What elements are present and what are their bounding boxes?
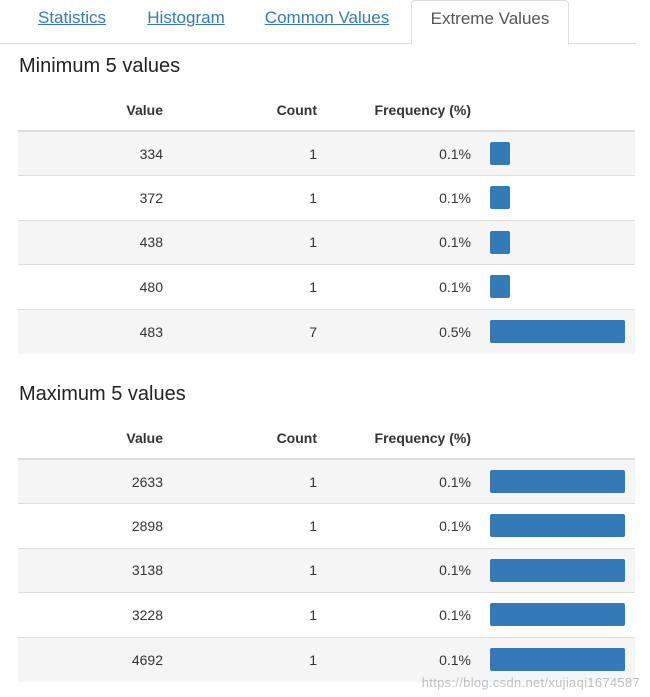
value-column-header: Value — [18, 89, 163, 132]
count-cell: 7 — [163, 308, 317, 354]
frequency-cell: 0.1% — [317, 503, 471, 548]
frequency-bar — [490, 186, 510, 210]
table-header-row: Value Count Frequency (%) — [18, 417, 635, 460]
frequency-bar — [490, 320, 625, 343]
count-cell: 1 — [163, 175, 317, 220]
frequency-bar — [490, 603, 625, 627]
value-cell: 483 — [18, 308, 163, 354]
table-header-row: Value Count Frequency (%) — [18, 89, 635, 132]
bar-cell — [471, 130, 635, 176]
count-cell: 1 — [163, 130, 317, 176]
maximum-values-table: Value Count Frequency (%) 2633 1 0.1% 28… — [18, 417, 635, 682]
count-cell: 1 — [163, 592, 317, 637]
frequency-bar — [490, 230, 510, 254]
table-row: 2633 1 0.1% — [18, 458, 635, 504]
count-cell: 1 — [163, 219, 317, 265]
table-row: 480 1 0.1% — [18, 264, 635, 309]
count-column-header: Count — [163, 89, 317, 132]
bar-column-header — [471, 89, 635, 132]
table-row: 483 7 0.5% — [18, 308, 635, 354]
tab-statistics[interactable]: Statistics — [37, 8, 107, 27]
tab-extreme-values[interactable]: Extreme Values — [411, 0, 569, 45]
value-cell: 2898 — [18, 503, 163, 548]
bar-cell — [471, 636, 635, 682]
bar-cell — [471, 308, 635, 354]
table-row: 438 1 0.1% — [18, 219, 635, 265]
frequency-cell: 0.1% — [317, 219, 471, 265]
value-cell: 334 — [18, 130, 163, 176]
frequency-cell: 0.1% — [317, 130, 471, 176]
frequency-bar — [490, 275, 510, 299]
value-cell: 2633 — [18, 458, 163, 504]
frequency-bar — [490, 648, 625, 671]
bar-cell — [471, 547, 635, 593]
frequency-cell: 0.1% — [317, 592, 471, 637]
value-column-header: Value — [18, 417, 163, 460]
tab-common-values[interactable]: Common Values — [264, 8, 390, 27]
minimum-values-table: Value Count Frequency (%) 334 1 0.1% 372… — [18, 89, 635, 354]
count-cell: 1 — [163, 503, 317, 548]
value-cell: 3228 — [18, 592, 163, 637]
frequency-cell: 0.1% — [317, 547, 471, 593]
table-row: 3138 1 0.1% — [18, 547, 635, 593]
frequency-bar — [490, 142, 510, 165]
table-row: 372 1 0.1% — [18, 175, 635, 220]
count-cell: 1 — [163, 264, 317, 309]
maximum-section-title: Maximum 5 values — [19, 383, 186, 405]
count-cell: 1 — [163, 547, 317, 593]
count-column-header: Count — [163, 417, 317, 460]
table-row: 4692 1 0.1% — [18, 636, 635, 682]
tab-bar: Statistics Histogram Common Values Extre… — [0, 0, 636, 45]
value-cell: 4692 — [18, 636, 163, 682]
frequency-bar — [490, 558, 625, 582]
count-cell: 1 — [163, 458, 317, 504]
frequency-cell: 0.1% — [317, 636, 471, 682]
value-cell: 372 — [18, 175, 163, 220]
table-row: 2898 1 0.1% — [18, 503, 635, 548]
frequency-column-header: Frequency (%) — [317, 89, 471, 132]
value-cell: 480 — [18, 264, 163, 309]
bar-cell — [471, 219, 635, 265]
value-cell: 3138 — [18, 547, 163, 593]
minimum-section-title: Minimum 5 values — [19, 55, 181, 77]
tab-histogram[interactable]: Histogram — [147, 8, 225, 27]
bar-cell — [471, 264, 635, 309]
frequency-cell: 0.1% — [317, 264, 471, 309]
table-row: 334 1 0.1% — [18, 130, 635, 176]
frequency-cell: 0.1% — [317, 175, 471, 220]
frequency-cell: 0.5% — [317, 308, 471, 354]
frequency-bar — [490, 470, 625, 493]
bar-cell — [471, 175, 635, 220]
bar-cell — [471, 592, 635, 637]
frequency-bar — [490, 514, 625, 538]
count-cell: 1 — [163, 636, 317, 682]
value-cell: 438 — [18, 219, 163, 265]
table-row: 3228 1 0.1% — [18, 592, 635, 637]
bar-column-header — [471, 417, 635, 460]
bar-cell — [471, 503, 635, 548]
bar-cell — [471, 458, 635, 504]
frequency-cell: 0.1% — [317, 458, 471, 504]
watermark-text: https://blog.csdn.net/xujiaqi1674587 — [421, 675, 640, 690]
frequency-column-header: Frequency (%) — [317, 417, 471, 460]
